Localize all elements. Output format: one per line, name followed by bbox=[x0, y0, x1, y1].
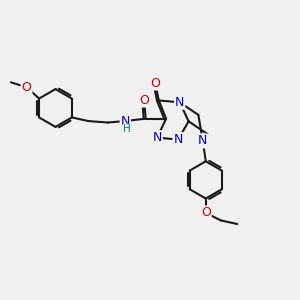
Text: N: N bbox=[121, 115, 130, 128]
Text: O: O bbox=[139, 94, 149, 106]
Text: O: O bbox=[201, 206, 211, 219]
Text: O: O bbox=[150, 76, 160, 90]
Text: N: N bbox=[173, 133, 183, 146]
Text: N: N bbox=[198, 134, 208, 147]
Text: N: N bbox=[175, 96, 184, 109]
Text: O: O bbox=[22, 81, 32, 94]
Text: H: H bbox=[123, 124, 131, 134]
Text: N: N bbox=[152, 131, 162, 144]
